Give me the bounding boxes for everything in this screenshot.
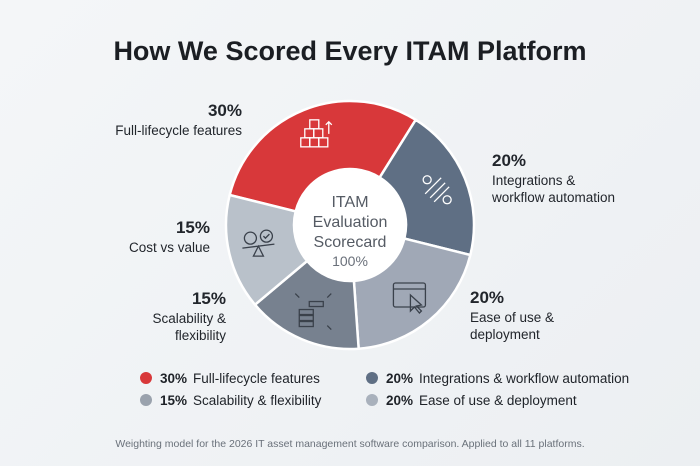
slice-integrations-workflow-automation	[377, 118, 476, 257]
legend-pct: 30%	[160, 371, 188, 386]
legend-swatch	[366, 372, 378, 384]
slice-cost-vs-value	[224, 193, 309, 307]
label-text: Full-lifecycle features	[115, 123, 242, 138]
label-text: Integrations & workflow automation	[492, 173, 616, 205]
slice-full-lifecycle-features	[228, 99, 418, 213]
chart-title: How We Scored Every ITAM Platform	[113, 36, 587, 66]
label-text: Cost vs value	[128, 240, 210, 255]
legend-item: 20% Ease of use & deployment	[366, 392, 577, 409]
legend-item: 15% Scalability & flexibility	[140, 392, 321, 409]
legend-swatch	[140, 372, 152, 384]
center-total: 100%	[332, 253, 368, 269]
servers-expand-icon	[294, 293, 332, 330]
label-pct: 20%	[470, 288, 505, 307]
legend-item: 30% Full-lifecycle features	[140, 370, 320, 387]
label-pct: 15%	[191, 289, 226, 308]
label-text: Ease of use & deployment	[470, 310, 555, 342]
center-line-1: ITAM	[331, 194, 368, 211]
legend-text: Scalability & flexibility	[193, 393, 322, 408]
donut-center	[295, 170, 405, 280]
scale-dollar-check-icon	[242, 229, 275, 257]
label-scalability: 15% Scalability & flexibility	[152, 288, 226, 344]
legend-pct: 20%	[386, 393, 414, 408]
window-cursor-icon	[392, 282, 427, 314]
label-ease-of-use: 20% Ease of use & deployment	[470, 287, 554, 343]
label-pct: 20%	[492, 151, 527, 170]
legend-item: 20% Integrations & workflow automation	[366, 370, 629, 387]
label-text: Scalability & flexibility	[152, 311, 226, 343]
label-pct: 30%	[207, 101, 242, 120]
legend-text: Ease of use & deployment	[419, 393, 577, 408]
legend-text: Full-lifecycle features	[193, 371, 320, 386]
legend-swatch	[366, 394, 378, 406]
center-line-3: Scorecard	[314, 234, 387, 251]
label-integrations: 20% Integrations & workflow automation	[492, 150, 615, 206]
label-full-lifecycle: 30% Full-lifecycle features	[115, 100, 242, 139]
center-line-2: Evaluation	[313, 214, 388, 231]
legend-text: Integrations & workflow automation	[419, 371, 630, 386]
gears-link-icon	[422, 175, 452, 205]
legend-pct: 20%	[386, 371, 414, 386]
boxes-arrow-icon	[300, 119, 333, 148]
slice-ease-of-use-deployment	[352, 237, 472, 351]
legend-swatch	[140, 394, 152, 406]
label-pct: 15%	[175, 218, 210, 237]
label-cost-vs-value: 15% Cost vs value	[129, 217, 210, 256]
footnote: Weighting model for the 2026 IT asset ma…	[115, 438, 585, 450]
legend-pct: 15%	[160, 393, 188, 408]
